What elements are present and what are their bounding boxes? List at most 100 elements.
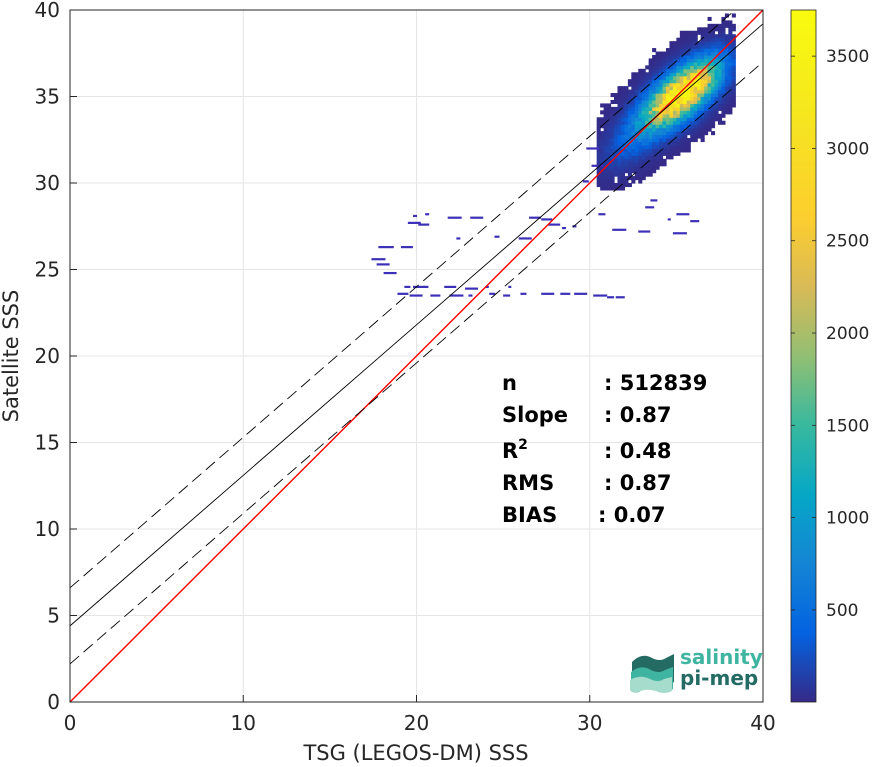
density-bin <box>697 103 702 108</box>
density-bin <box>624 124 629 129</box>
density-bin <box>724 75 729 80</box>
density-bin <box>614 151 619 156</box>
density-bin <box>717 72 723 77</box>
density-bin <box>704 93 709 98</box>
density-bin <box>700 86 705 91</box>
density-bin <box>634 86 639 91</box>
density-bin <box>669 103 674 108</box>
density-bin <box>669 134 674 139</box>
density-bin <box>631 165 636 170</box>
density-bin <box>641 99 646 105</box>
sparse-point <box>508 285 512 288</box>
density-bin <box>686 99 691 105</box>
density-bin <box>714 51 719 56</box>
density-bin <box>652 110 657 115</box>
density-bin <box>676 96 681 101</box>
density-bin <box>614 138 619 143</box>
density-bin <box>711 44 716 49</box>
density-bin <box>610 131 615 136</box>
density-bin <box>645 162 650 167</box>
density-bin <box>600 186 605 191</box>
density-bin <box>638 124 643 129</box>
density-bin <box>638 72 643 77</box>
density-bin <box>600 117 605 122</box>
density-bin <box>617 169 622 174</box>
density-bin <box>721 79 726 84</box>
density-bin <box>641 144 646 149</box>
density-bin <box>700 110 705 115</box>
density-bin <box>627 96 632 101</box>
density-bin <box>620 113 625 118</box>
density-bin <box>676 75 681 80</box>
density-bin <box>617 110 622 115</box>
density-bin <box>600 158 605 163</box>
density-bin <box>610 155 615 160</box>
density-bin <box>679 41 684 46</box>
density-bin <box>724 110 729 115</box>
density-bin <box>728 48 733 53</box>
density-bin <box>731 65 736 70</box>
sparse-point <box>489 292 496 295</box>
x-tick-label: 30 <box>577 711 602 735</box>
density-bin <box>697 131 702 136</box>
density-bin <box>728 54 733 60</box>
density-bin <box>648 131 653 136</box>
density-bin <box>610 127 615 132</box>
density-bin <box>645 172 650 177</box>
density-bin <box>728 110 733 115</box>
density-bin <box>620 138 625 143</box>
sparse-point <box>413 214 418 218</box>
density-bin <box>662 89 667 94</box>
density-bin <box>652 54 657 60</box>
sparse-point <box>423 285 429 288</box>
density-bin <box>683 131 688 136</box>
density-bin <box>627 151 632 156</box>
density-bin <box>717 93 723 98</box>
density-bin <box>617 176 622 181</box>
density-bin <box>672 120 677 125</box>
density-bin <box>679 72 684 77</box>
density-bin <box>686 117 691 122</box>
colorbar-tick-label: 1500 <box>826 416 869 436</box>
density-bin <box>669 96 674 101</box>
density-bin <box>652 113 657 118</box>
density-bin <box>645 144 650 149</box>
density-bin <box>697 54 702 60</box>
density-bin <box>693 120 698 125</box>
density-bin <box>652 134 657 139</box>
density-bin <box>679 141 684 146</box>
density-bin <box>704 113 709 118</box>
density-bin <box>617 86 622 91</box>
density-bin <box>652 61 657 66</box>
density-bin <box>600 183 605 188</box>
density-bin <box>665 86 671 91</box>
density-bin <box>607 158 612 163</box>
density-bin <box>690 134 695 139</box>
density-bin <box>662 131 667 136</box>
density-bin <box>731 103 736 108</box>
density-bin <box>721 37 726 42</box>
density-bin <box>648 151 653 156</box>
density-bin <box>617 183 622 188</box>
density-bin <box>620 151 625 156</box>
density-bin <box>614 186 619 191</box>
sparse-point <box>667 218 671 221</box>
density-bin <box>731 99 736 105</box>
density-bin <box>676 110 681 115</box>
density-bin <box>607 186 612 191</box>
density-bin <box>711 117 716 122</box>
density-bin <box>679 44 684 49</box>
density-bin <box>641 68 646 73</box>
density-bin <box>655 120 660 125</box>
density-bin <box>707 65 712 70</box>
density-bin <box>659 155 664 160</box>
density-bin <box>683 117 688 122</box>
density-bin <box>607 179 612 184</box>
density-bin <box>683 148 688 153</box>
density-bin <box>638 176 643 181</box>
density-bin <box>676 141 681 146</box>
density-bin <box>676 54 681 60</box>
density-bin <box>607 106 612 111</box>
density-bin <box>669 141 674 146</box>
density-bin <box>690 75 695 80</box>
